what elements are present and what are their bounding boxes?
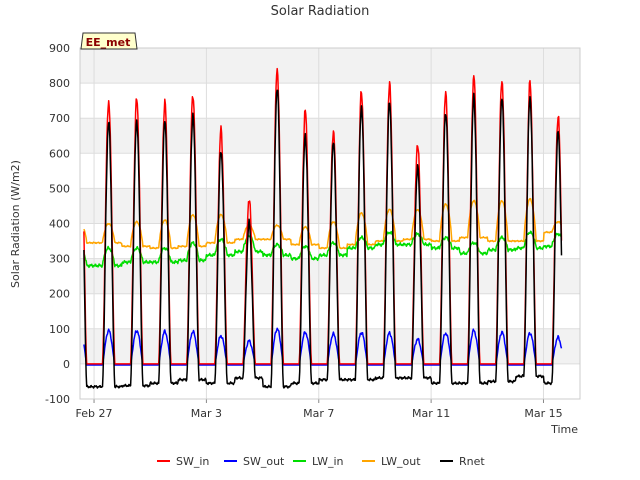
y-tick-label: 900 xyxy=(49,42,70,55)
y-tick-label: 200 xyxy=(49,288,70,301)
y-tick-label: 300 xyxy=(49,253,70,266)
x-axis-label: Time xyxy=(550,423,578,436)
station-label-background xyxy=(80,32,138,50)
y-tick-label: 800 xyxy=(49,77,70,90)
y-tick-label: 700 xyxy=(49,112,70,125)
series-line-lw-in xyxy=(83,230,562,269)
x-tick-label: Feb 27 xyxy=(76,407,113,420)
y-axis-ticks: -100 0 100 200 300 400 500 600 700 800 900 xyxy=(45,42,70,406)
station-label-box: EE_met xyxy=(80,32,138,50)
y-tick-label: 0 xyxy=(63,358,70,371)
station-label: EE_met xyxy=(86,36,131,49)
legend: SW_in SW_out LW_in LW_out Rnet xyxy=(157,455,485,468)
y-tick-label: 600 xyxy=(49,147,70,160)
plot-frame xyxy=(79,47,581,400)
y-tick-label: -100 xyxy=(45,393,70,406)
legend-label: LW_in xyxy=(312,455,344,468)
chart-title: Solar Radiation xyxy=(271,4,370,19)
x-axis-ticks: Feb 27 Mar 3 Mar 7 Mar 11 Mar 15 xyxy=(76,399,563,420)
y-tick-label: 100 xyxy=(49,323,70,336)
grid-lines xyxy=(80,47,580,400)
legend-label: LW_out xyxy=(381,455,421,468)
x-tick-label: Mar 11 xyxy=(412,407,450,420)
legend-label: Rnet xyxy=(459,455,485,468)
series-line-rnet xyxy=(83,89,563,389)
x-tick-label: Mar 3 xyxy=(191,407,222,420)
series-line-lw-out xyxy=(83,197,563,250)
legend-label: SW_out xyxy=(243,455,285,468)
series-lines xyxy=(83,67,563,389)
plot-band xyxy=(80,48,580,84)
y-tick-label: 500 xyxy=(49,182,70,195)
x-tick-label: Mar 7 xyxy=(303,407,334,420)
legend-label: SW_in xyxy=(176,455,209,468)
y-tick-label: 400 xyxy=(49,218,70,231)
y-axis-label: Solar Radiation (W/m2) xyxy=(9,160,22,288)
series-line-sw-out xyxy=(83,327,563,366)
x-tick-label: Mar 15 xyxy=(524,407,562,420)
